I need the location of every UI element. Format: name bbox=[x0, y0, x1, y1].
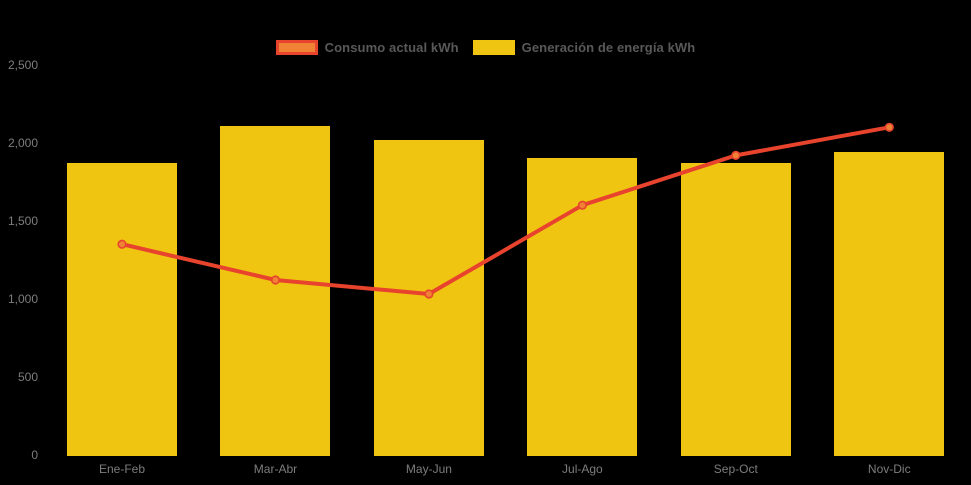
x-tick-label-May-Jun: May-Jun bbox=[405, 462, 452, 476]
y-tick-label-1000: 1,000 bbox=[7, 291, 38, 306]
legend-item-consumo-actual[interactable]: Consumo actual kWh bbox=[275, 40, 459, 55]
x-tick-label-Sep-Oct: Sep-Oct bbox=[713, 462, 758, 476]
x-tick-label-Ene-Feb: Ene-Feb bbox=[99, 462, 146, 476]
bar-Sep-Oct bbox=[680, 163, 791, 456]
y-tick-label-2500: 2,500 bbox=[7, 58, 38, 72]
bar-series-swatch-icon bbox=[472, 40, 515, 55]
x-tick-label-Nov-Dic: Nov-Dic bbox=[867, 462, 911, 476]
bar-Nov-Dic bbox=[834, 152, 945, 456]
legend-label: Generación de energía kWh bbox=[521, 40, 696, 55]
y-tick-label-500: 500 bbox=[17, 369, 38, 384]
line-series-swatch-icon bbox=[275, 40, 318, 55]
bar-Mar-Abr bbox=[220, 125, 331, 456]
legend-label: Consumo actual kWh bbox=[324, 40, 459, 55]
legend-item-generacion-energia[interactable]: Generación de energía kWh bbox=[472, 40, 696, 55]
bar-Ene-Feb bbox=[67, 163, 178, 456]
x-tick-label-Jul-Ago: Jul-Ago bbox=[562, 462, 603, 476]
y-tick-label-1500: 1,500 bbox=[7, 213, 38, 228]
line-point-Sep-Oct bbox=[731, 150, 741, 160]
y-tick-label-0: 0 bbox=[31, 447, 38, 462]
y-tick-label-2000: 2,000 bbox=[7, 135, 38, 150]
bar-Jul-Ago bbox=[527, 158, 638, 456]
bar-May-Jun bbox=[373, 139, 484, 456]
chart-legend: Consumo actual kWh Generación de energía… bbox=[0, 40, 971, 55]
line-point-Nov-Dic bbox=[884, 122, 894, 132]
x-tick-label-Mar-Abr: Mar-Abr bbox=[253, 462, 298, 476]
